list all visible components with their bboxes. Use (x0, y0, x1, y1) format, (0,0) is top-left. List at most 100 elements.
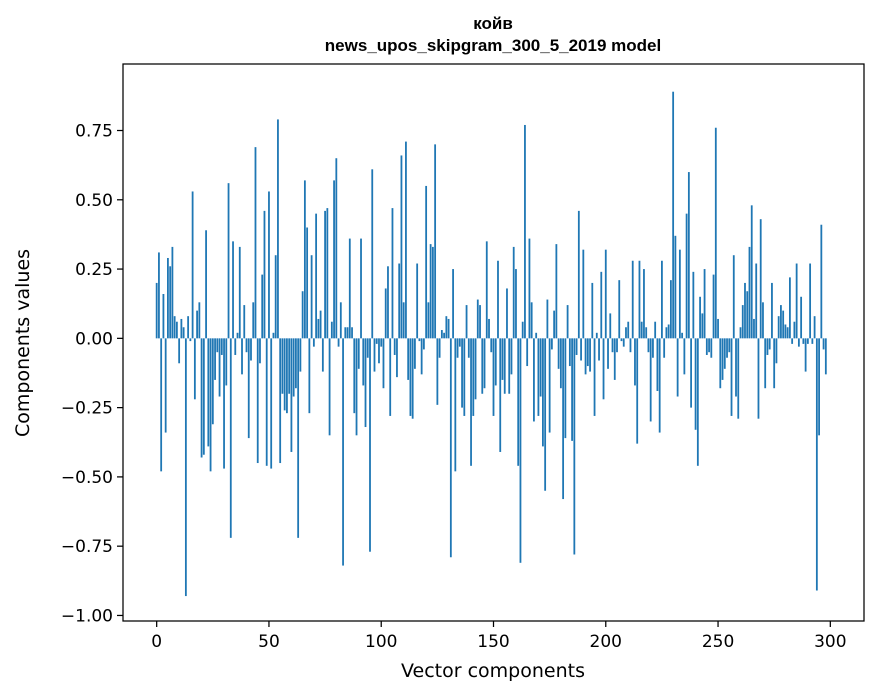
bar-268 (757, 338, 760, 419)
bar-204 (613, 338, 616, 380)
bar-43 (252, 302, 255, 339)
bar-224 (658, 338, 661, 433)
bar-series (155, 91, 827, 597)
bar-72 (317, 318, 320, 339)
bar-76 (326, 208, 329, 339)
y-tick-label: 0.25 (75, 260, 113, 280)
bar-14 (187, 316, 190, 339)
bar-163 (521, 321, 524, 339)
bar-276 (775, 338, 778, 364)
bar-201 (607, 338, 609, 369)
bar-15 (189, 338, 192, 342)
bar-92 (362, 338, 365, 386)
bar-264 (748, 246, 751, 339)
bar-63 (297, 338, 300, 538)
bar-175 (548, 338, 551, 433)
bar-94 (366, 338, 369, 358)
bar-125 (436, 338, 439, 405)
bar-148 (488, 318, 490, 339)
bar-295 (818, 338, 820, 436)
bar-113 (409, 338, 412, 416)
chart-subtitle: news_upos_skipgram_300_5_2019 model (325, 36, 661, 55)
bar-162 (519, 338, 522, 563)
bar-120 (425, 185, 428, 339)
bar-294 (815, 338, 818, 591)
bar-270 (762, 302, 764, 339)
bar-258 (735, 338, 737, 397)
bar-231 (674, 235, 677, 339)
bar-23 (207, 338, 210, 447)
bar-34 (232, 241, 234, 339)
bar-260 (739, 327, 742, 339)
bar-266 (753, 318, 755, 339)
bar-155 (503, 338, 506, 394)
bar-195 (593, 338, 596, 416)
bar-169 (535, 332, 538, 339)
x-axis-label: Vector components (401, 660, 585, 682)
bar-223 (656, 338, 659, 391)
bar-189 (580, 338, 582, 361)
bar-213 (634, 338, 636, 386)
x-tick-label: 150 (477, 632, 509, 652)
bar-292 (811, 338, 814, 344)
bar-3 (162, 294, 165, 339)
x-tick-label: 100 (365, 632, 397, 652)
bar-79 (333, 180, 335, 339)
bar-45 (256, 338, 259, 464)
bar-64 (299, 338, 302, 372)
bar-56 (281, 338, 284, 394)
bar-257 (732, 255, 735, 339)
bar-240 (694, 338, 697, 430)
bar-132 (452, 269, 454, 339)
bar-112 (407, 338, 410, 380)
bar-81 (337, 338, 340, 347)
bar-58 (286, 338, 288, 414)
bar-65 (301, 291, 304, 339)
bar-251 (719, 338, 722, 389)
x-tick-label: 250 (702, 632, 734, 652)
bar-232 (676, 338, 679, 397)
bar-281 (786, 327, 789, 339)
bar-51 (270, 338, 273, 469)
bar-229 (669, 280, 672, 339)
bar-11 (180, 318, 183, 339)
bar-241 (696, 338, 699, 466)
bar-85 (346, 327, 349, 339)
bar-17 (193, 338, 196, 400)
bar-269 (759, 219, 762, 339)
bar-249 (714, 127, 717, 339)
bar-47 (261, 274, 264, 339)
bar-246 (708, 338, 710, 353)
bar-102 (384, 288, 387, 339)
bar-202 (609, 313, 612, 339)
bar-256 (730, 338, 733, 416)
bar-206 (618, 280, 621, 339)
bar-25 (211, 338, 214, 425)
bar-91 (360, 238, 362, 339)
bar-248 (712, 274, 715, 339)
bar-89 (355, 338, 358, 436)
bar-32 (227, 183, 230, 339)
bar-146 (483, 338, 486, 389)
bar-33 (229, 338, 232, 538)
bar-118 (420, 338, 423, 375)
bar-161 (517, 338, 520, 466)
bar-80 (335, 158, 338, 339)
bar-289 (804, 338, 807, 372)
bar-239 (692, 271, 695, 339)
bar-2 (160, 338, 163, 472)
bar-149 (490, 338, 493, 353)
bar-235 (683, 338, 686, 375)
bar-216 (640, 321, 643, 339)
bar-172 (542, 338, 544, 447)
bar-168 (533, 338, 535, 422)
bar-267 (755, 263, 758, 339)
bar-103 (387, 266, 389, 339)
bar-97 (373, 338, 376, 372)
bar-139 (467, 338, 470, 358)
bar-147 (485, 241, 488, 339)
bar-208 (622, 338, 625, 347)
bar-114 (411, 338, 414, 419)
bar-286 (797, 338, 800, 347)
